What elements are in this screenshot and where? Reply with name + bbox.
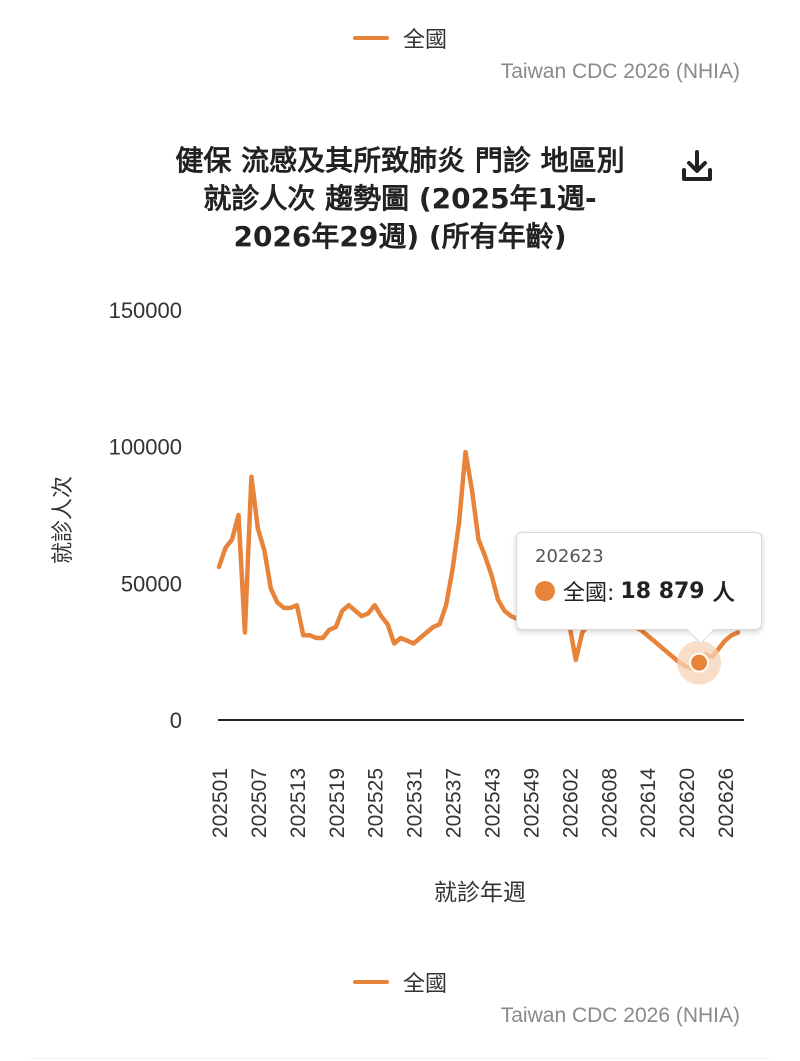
x-tick-label: 202626 bbox=[715, 768, 738, 838]
legend-line-swatch bbox=[352, 980, 389, 984]
legend-bottom[interactable]: 全國 bbox=[0, 966, 800, 998]
x-tick-label: 202549 bbox=[520, 768, 543, 838]
line-chart: 0 50000 100000 150000 就診人次 202501 202507 202513… bbox=[51, 298, 744, 906]
x-tick-label: 202519 bbox=[326, 768, 349, 838]
tooltip-series-label: 全國: bbox=[563, 581, 615, 606]
tooltip-week: 202623 bbox=[535, 546, 604, 567]
download-button[interactable] bbox=[680, 148, 714, 184]
x-tick-label: 202543 bbox=[481, 768, 504, 838]
x-tick-label: 202531 bbox=[404, 768, 427, 838]
tooltip-value: 18 879 bbox=[620, 578, 705, 604]
y-tick-label: 0 bbox=[170, 708, 182, 733]
x-tick-label: 202620 bbox=[676, 768, 699, 838]
chart-tooltip: 202623 全國: 18 879 人 bbox=[516, 532, 762, 630]
credit-top: Taiwan CDC 2026 (NHIA) bbox=[500, 60, 740, 83]
x-tick-label: 202608 bbox=[598, 768, 621, 838]
divider bbox=[30, 1058, 770, 1059]
credit-bottom: Taiwan CDC 2026 (NHIA) bbox=[500, 1004, 740, 1027]
series-line-national bbox=[216, 449, 741, 671]
y-tick-label: 100000 bbox=[109, 435, 182, 460]
legend-top[interactable]: 全國 bbox=[0, 22, 800, 54]
y-axis-label: 就診人次 bbox=[51, 476, 76, 564]
tooltip-unit: 人 bbox=[712, 581, 735, 606]
chart-title: 健保 流感及其所致肺炎 門診 地區別 就診人次 趨勢圖 (2025年1週- 20… bbox=[120, 142, 680, 256]
x-axis-label: 就診年週 bbox=[434, 880, 526, 906]
x-tick-label: 202501 bbox=[209, 768, 232, 838]
tooltip-row: 全國: 18 879 人 bbox=[535, 575, 743, 607]
x-tick-label: 202513 bbox=[287, 768, 310, 838]
download-icon bbox=[682, 150, 712, 181]
tooltip-series-dot bbox=[535, 581, 555, 601]
highlight-point bbox=[689, 652, 710, 673]
x-tick-label: 202525 bbox=[365, 768, 388, 838]
chart-title-line-1: 健保 流感及其所致肺炎 門診 地區別 bbox=[175, 144, 625, 177]
chart-title-line-3: 2026年29週) (所有年齡) bbox=[233, 220, 567, 253]
chart-title-line-2: 就診人次 趨勢圖 (2025年1週- bbox=[203, 182, 597, 215]
x-tick-label: 202614 bbox=[637, 768, 660, 838]
y-tick-label: 50000 bbox=[121, 571, 182, 596]
x-tick-label: 202602 bbox=[559, 768, 582, 838]
legend-label: 全國 bbox=[402, 28, 447, 53]
x-tick-label: 202507 bbox=[248, 768, 271, 838]
y-tick-label: 150000 bbox=[109, 298, 182, 323]
legend-line-swatch bbox=[352, 36, 389, 40]
x-tick-label: 202537 bbox=[443, 768, 466, 838]
legend-label: 全國 bbox=[402, 972, 447, 997]
